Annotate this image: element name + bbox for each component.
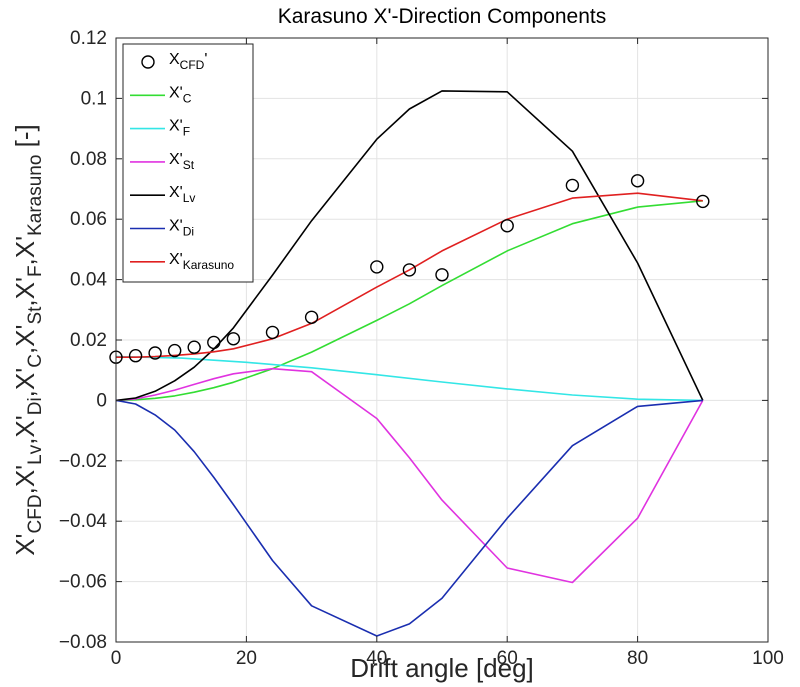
y-tick-label: −0.08	[59, 632, 107, 653]
data-point-x-cfd	[226, 332, 241, 346]
legend-label-x-cfd: XCFD'	[169, 51, 207, 72]
data-point-x-cfd	[565, 178, 580, 193]
series-line-x-karasuno	[116, 192, 703, 359]
data-point-x-cfd	[207, 335, 221, 350]
y-axis-title-sub: F	[25, 265, 46, 277]
y-axis-title-sep: ,X'	[10, 368, 40, 398]
data-point-x-cfd	[402, 263, 417, 277]
legend-label-x-c: X'C	[169, 84, 192, 105]
legend-label-x-lv: X'Lv	[169, 184, 195, 205]
x-tick-label: 80	[627, 648, 648, 669]
chart-title: Karasuno X'-Direction Components	[278, 5, 607, 28]
x-tick-label: 20	[236, 648, 257, 669]
y-tick-label: 0.12	[70, 28, 107, 49]
y-axis-title-sub: St	[25, 306, 46, 325]
y-axis-title-sep: ,X'	[10, 277, 40, 307]
x-tick-label: 100	[752, 648, 784, 669]
legend-label-x-f: X'F	[169, 118, 190, 139]
y-axis-title-sep: ,X'	[10, 325, 40, 355]
y-axis-title-sub: C	[25, 354, 46, 368]
data-point-x-cfd	[187, 340, 201, 354]
series-line-x-c	[115, 200, 703, 402]
ticks: 0 20 40 60 80 100 −0.08 −0.06 −0.04 −0.02 0 0.02 0.0…	[59, 28, 784, 669]
data-point-x-cfd	[370, 260, 384, 274]
y-axis-title-sub: CFD	[25, 494, 46, 533]
y-tick-label: 0.02	[70, 330, 107, 351]
y-tick-label: 0.08	[70, 149, 107, 170]
y-tick-label: −0.06	[59, 572, 107, 593]
y-tick-label: 0.1	[81, 88, 107, 109]
legend-marker-x-cfd	[141, 55, 155, 69]
legend-label-x-karasuno: X'Karasuno	[169, 251, 234, 272]
y-axis-title-sub: Lv	[25, 444, 46, 465]
series-line-x-di	[115, 399, 703, 637]
y-tick-label: 0.04	[70, 270, 107, 291]
series-line-x-st	[115, 367, 704, 584]
x-tick-label: 60	[497, 648, 518, 669]
series-line-x-f	[115, 355, 703, 402]
data-point-x-cfd	[128, 349, 143, 363]
x-axis-title: Drift angle [deg]	[350, 653, 534, 683]
y-tick-label: 0.06	[70, 209, 107, 230]
x-tick-label: 40	[366, 648, 387, 669]
legend-label-x-st: X'St	[169, 151, 195, 172]
y-tick-label: −0.04	[59, 511, 108, 532]
data-point-x-cfd	[304, 310, 319, 324]
y-tick-label: 0	[96, 390, 107, 411]
data-point-x-cfd	[265, 325, 280, 340]
y-axis-title-sep: [-]	[10, 124, 40, 154]
data-point-x-cfd	[696, 194, 710, 209]
y-tick-label: −0.02	[59, 451, 107, 472]
data-point-x-cfd	[167, 343, 182, 358]
y-axis-title-sep: ,X'	[10, 415, 40, 445]
data-point-x-cfd	[148, 346, 162, 360]
y-axis-title-sub: Di	[25, 397, 46, 415]
data-point-x-cfd	[435, 268, 449, 282]
legend-box	[122, 43, 254, 283]
y-axis-title: X'CFD,X'Lv,X'Di,X'C,X'St,X'F,X'Karasuno …	[10, 124, 46, 556]
data-point-x-cfd	[500, 219, 514, 233]
y-axis-title-prefix: X'	[10, 533, 40, 555]
x-tick-label: 0	[111, 648, 122, 669]
y-axis-title-sep: ,X'	[10, 465, 40, 495]
series-layer	[109, 90, 710, 637]
data-point-x-cfd	[630, 174, 645, 188]
y-axis-title-sep: ,X'	[10, 236, 40, 266]
series-line-x-lv	[115, 90, 704, 402]
legend-label-x-di: X'Di	[169, 218, 194, 239]
y-axis-title-sub: Karasuno	[25, 155, 46, 236]
legend: XCFD' X'C X'F X'St X'Lv X'Di X'Karasuno	[122, 43, 254, 283]
